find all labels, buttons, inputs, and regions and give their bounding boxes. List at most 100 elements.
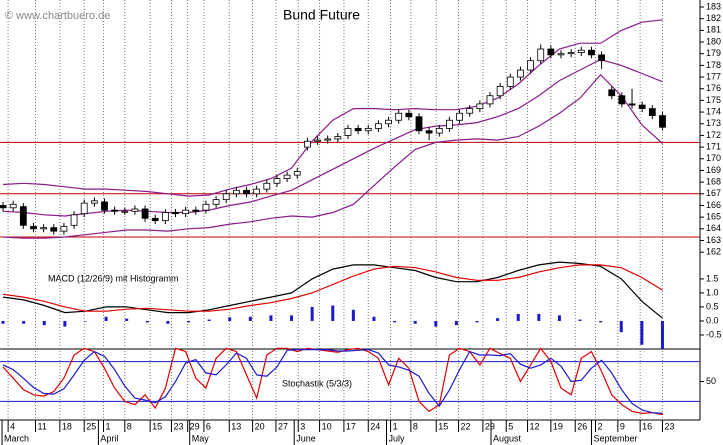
histogram-bar (516, 313, 520, 321)
y-tick-label: 182 (706, 13, 721, 23)
candle-body (435, 128, 443, 134)
y-tick-label: 168 (706, 176, 721, 186)
candle-body (456, 112, 463, 121)
x-tick-label: 18 (62, 421, 72, 431)
histogram-bar (413, 320, 417, 324)
histogram-bar (578, 319, 582, 321)
candle-body (243, 189, 250, 195)
x-tick-label: 9 (620, 421, 625, 431)
candle-body (50, 227, 58, 232)
x-tick-label: 23 (664, 421, 674, 431)
candle-body (659, 115, 666, 128)
histogram-bar (63, 320, 67, 327)
series-line (2, 73, 663, 239)
x-tick-label: 10 (322, 421, 332, 431)
x-tick-label: 24 (370, 421, 380, 431)
histogram-bar (145, 320, 149, 323)
y-tick-label: 0.0 (706, 315, 719, 325)
histogram-bar (640, 320, 644, 345)
candle-body (608, 89, 616, 97)
x-tick-label: 20 (255, 421, 265, 431)
y-tick-label: 172 (706, 130, 721, 140)
y-tick-label: 169 (706, 165, 721, 175)
candle-body (202, 203, 210, 211)
candle-body (506, 76, 514, 87)
x-tick-label: 11 (38, 421, 47, 431)
candle-body (111, 209, 119, 212)
y-tick-label: 176 (706, 83, 721, 93)
y-tick-label: 174 (706, 106, 721, 116)
histogram-bar (22, 320, 26, 324)
y-tick-label: 170 (706, 153, 721, 163)
candle-body (517, 69, 524, 78)
series-line (2, 264, 663, 312)
candle-body (638, 104, 646, 109)
month-label: May (192, 433, 210, 443)
y-tick-label: 175 (706, 95, 721, 105)
candle-body (232, 189, 240, 195)
watermark: © www.chartbuero.de (5, 10, 110, 22)
y-tick-label: 1.5 (706, 273, 719, 283)
histogram-bar (599, 320, 603, 323)
candle-body (60, 226, 68, 232)
x-tick-label: 29 (190, 421, 200, 431)
x-tick-label: 8 (127, 421, 132, 431)
candle-body (446, 119, 453, 129)
y-tick-label: 164 (706, 223, 721, 233)
candle-body (263, 182, 271, 190)
candle-body (527, 60, 534, 71)
candle-body (273, 178, 281, 184)
stochastic-title: Stochastik (5/3/3) (282, 378, 352, 388)
histogram-bar (248, 316, 252, 321)
x-tick-label: 1 (393, 421, 398, 431)
x-tick-label: 2 (598, 421, 603, 431)
histogram-bar (434, 320, 438, 327)
candle-body (618, 95, 626, 105)
histogram-bar (125, 318, 129, 321)
x-tick-label: 6 (206, 421, 211, 431)
candle-body (496, 85, 504, 97)
candle-body (40, 227, 48, 230)
candle-body (212, 199, 220, 205)
candle-body (172, 212, 179, 215)
candle-body (598, 54, 605, 62)
candle-body (567, 52, 575, 55)
candle-body (415, 116, 423, 132)
x-tick-label: 17 (346, 421, 356, 431)
x-tick-label: 22 (461, 421, 471, 431)
x-tick-label: 8 (413, 421, 418, 431)
candle-body (70, 214, 78, 226)
x-tick-label: 15 (438, 421, 448, 431)
candle-body (131, 208, 139, 212)
candle-body (364, 128, 372, 132)
month-label: August (493, 433, 522, 443)
candle-body (121, 210, 129, 213)
histogram-bar (496, 318, 500, 321)
x-tick-label: 26 (577, 421, 587, 431)
histogram-bar (228, 317, 232, 321)
candle-body (547, 48, 555, 56)
candle-body (151, 217, 159, 222)
histogram-bar (331, 305, 335, 321)
y-tick-label: 0.5 (706, 301, 719, 311)
candle-body (324, 138, 332, 141)
month-label: April (100, 433, 118, 443)
x-tick-label: 1 (105, 421, 110, 431)
histogram-bar (310, 306, 314, 321)
candle-body (293, 171, 301, 176)
series-line (2, 348, 663, 414)
candle-body (0, 205, 7, 209)
histogram-bar (660, 320, 664, 349)
histogram-bar (269, 315, 273, 321)
x-tick-label: 15 (152, 421, 162, 431)
candle-body (537, 48, 545, 62)
y-tick-label: 178 (706, 60, 721, 70)
candle-body (395, 112, 403, 121)
x-tick-label: 25 (86, 421, 96, 431)
y-tick-label: -0.5 (706, 329, 722, 339)
histogram-bar (290, 315, 294, 321)
histogram-bar (351, 309, 355, 321)
macd-title: MACD (12/26/9) mit Histogramm (48, 273, 179, 283)
